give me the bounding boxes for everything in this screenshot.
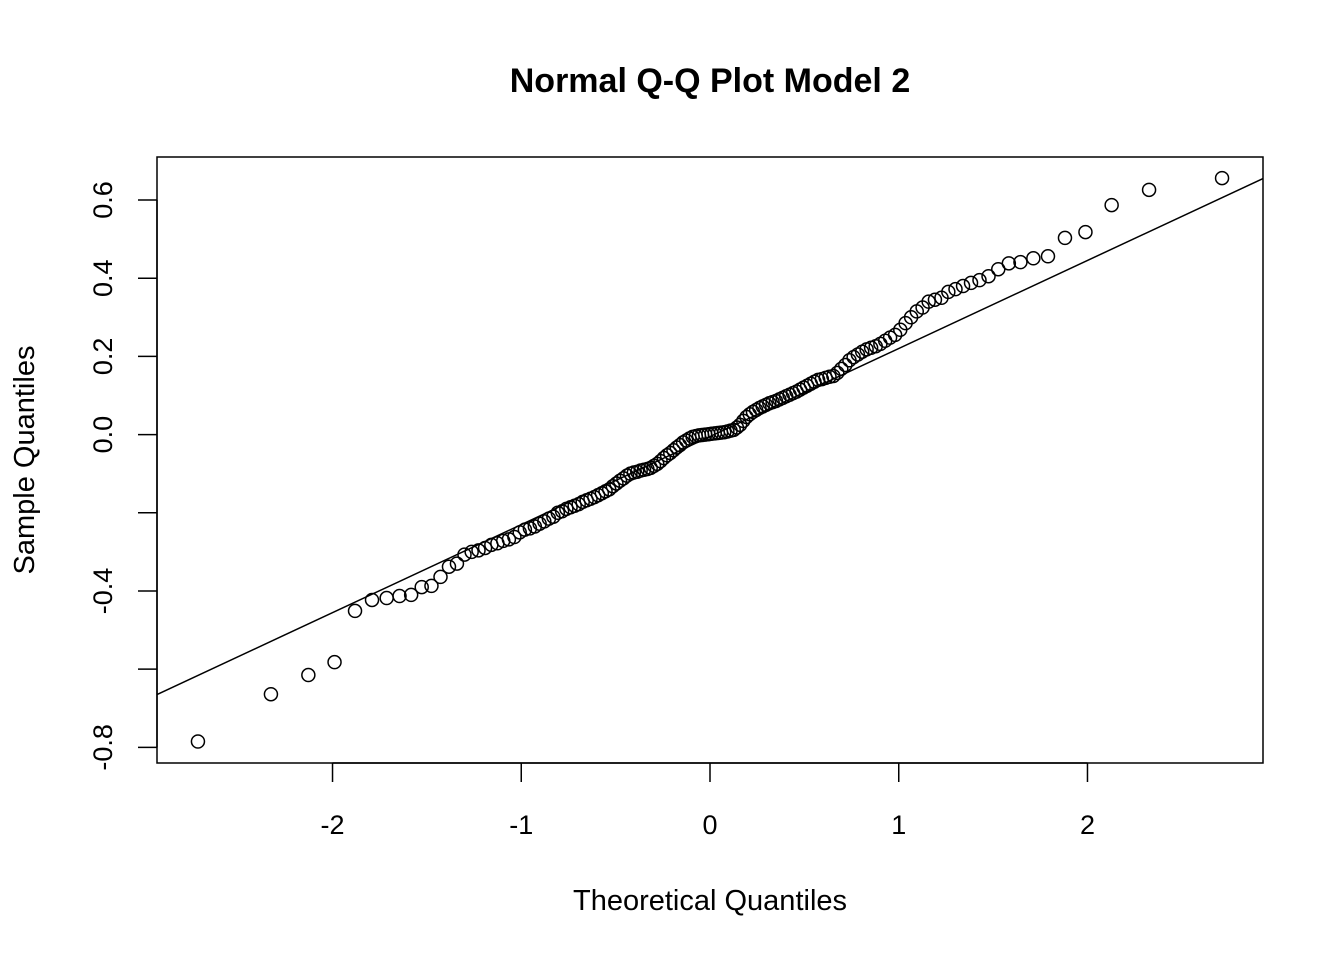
data-point <box>838 357 853 373</box>
data-point <box>414 579 429 595</box>
data-point <box>327 654 342 670</box>
data-point <box>441 559 457 574</box>
x-tick-label: 1 <box>891 810 906 840</box>
x-axis-title: Theoretical Quantiles <box>573 885 847 917</box>
data-point <box>301 667 316 683</box>
data-point <box>1013 254 1028 270</box>
x-tick-label: -1 <box>509 810 533 840</box>
data-point <box>457 547 472 562</box>
qq-reference-line <box>156 177 1264 696</box>
data-point <box>948 281 963 297</box>
x-axis: -2 -1 0 1 2 <box>321 762 1095 840</box>
y-tick-label: 0.2 <box>88 338 118 376</box>
data-point <box>1040 249 1056 264</box>
data-point <box>1001 256 1017 271</box>
data-point <box>619 468 635 483</box>
data-point <box>850 347 866 362</box>
data-point <box>921 294 936 309</box>
data-point <box>464 544 479 560</box>
data-points <box>190 170 1230 749</box>
reference-line-group <box>156 177 1264 696</box>
x-tick-label: -2 <box>321 810 345 840</box>
x-tick-label: 0 <box>702 810 717 840</box>
data-point <box>963 275 979 291</box>
y-axis-title: Sample Quantiles <box>9 346 41 575</box>
data-point <box>424 578 439 594</box>
data-point <box>1104 197 1119 213</box>
data-point <box>449 556 465 571</box>
y-tick-label: -0.4 <box>88 568 118 615</box>
y-axis: -0.8 -0.4 0.0 0.2 0.4 0.6 <box>88 181 158 771</box>
data-point <box>981 268 996 284</box>
data-point <box>392 588 407 604</box>
data-point <box>1141 182 1157 198</box>
data-point <box>1026 251 1041 266</box>
data-point <box>347 603 363 619</box>
data-point <box>517 522 533 537</box>
y-tick-label: 0.6 <box>88 181 118 219</box>
y-tick-label: 0.0 <box>88 416 118 454</box>
data-point <box>1214 170 1230 186</box>
y-tick-label: 0.4 <box>88 259 118 297</box>
chart-title: Normal Q-Q Plot Model 2 <box>510 62 910 100</box>
data-point <box>403 587 419 603</box>
data-point <box>433 569 448 585</box>
data-point <box>927 292 943 307</box>
data-point <box>955 278 971 294</box>
data-point <box>1057 230 1073 246</box>
data-point <box>507 529 522 545</box>
data-point <box>972 272 987 288</box>
data-point <box>1078 224 1093 240</box>
data-point <box>941 284 956 300</box>
data-point <box>364 592 380 608</box>
x-tick-label: 2 <box>1080 810 1095 840</box>
data-point <box>379 590 394 606</box>
data-point <box>830 365 845 381</box>
data-point <box>834 361 849 377</box>
data-point <box>190 734 206 749</box>
data-point <box>471 543 486 558</box>
y-tick-label: -0.8 <box>88 724 118 771</box>
plot-frame <box>156 156 1264 764</box>
data-point <box>887 327 903 343</box>
data-point <box>263 686 279 702</box>
